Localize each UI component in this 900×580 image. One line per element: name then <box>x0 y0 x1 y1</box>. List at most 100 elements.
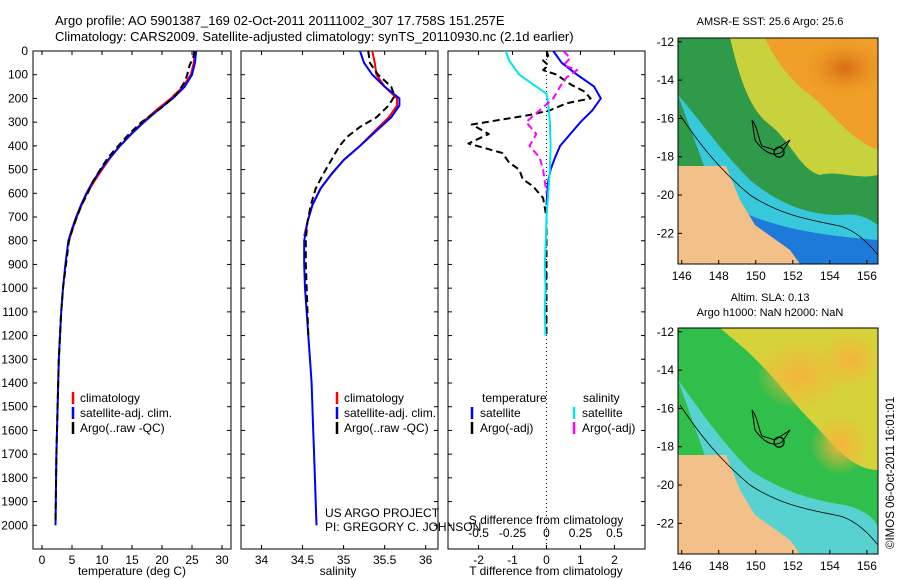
depth-axis: 0 100 200 300 400 500 600 700 800 900 1000 1100 1200… <box>1 44 645 532</box>
x-tick-label: 20 <box>155 553 169 567</box>
temperature-xlabel: temperature (deg C) <box>78 564 186 578</box>
depth-tick-label: 100 <box>8 68 28 82</box>
map-y-tick-label: -22 <box>657 226 675 240</box>
sla-map-ticks: 146 148 150 152 154 156 -12 -14 -16 -18 -20 -22 <box>657 325 878 573</box>
sst-reef-outline <box>751 119 791 155</box>
depth-tick-label: 1300 <box>1 352 28 366</box>
sla-shelf-contour <box>679 404 878 546</box>
x-tick-label: 5 <box>69 553 76 567</box>
s-tick-label: 0.5 <box>606 526 623 540</box>
series-satellite-adj-clim- <box>54 50 198 526</box>
map-y-tick-label: -20 <box>657 478 675 492</box>
series-s-satellite <box>504 50 552 336</box>
map-y-tick-label: -14 <box>657 363 675 377</box>
depth-tick-label: 500 <box>8 163 28 177</box>
x-tick-label: -2 <box>473 553 484 567</box>
sst-map-title: AMSR-E SST: 25.6 Argo: 25.6 <box>697 16 844 28</box>
salinity-plot: 34 34.5 35 35.5 36 <box>255 50 433 567</box>
depth-tick-label: 1800 <box>1 471 28 485</box>
sla-map-title: Altim. SLA: 0.13 <box>731 292 810 304</box>
salinity-xlabel: salinity <box>320 564 357 578</box>
difference-xlabel-s: S difference from climatology <box>469 513 624 527</box>
map-y-tick-label: -20 <box>657 188 675 202</box>
map-x-tick-label: 146 <box>672 559 692 573</box>
temperature-plot: 0 5 10 15 20 25 30 <box>39 50 229 567</box>
sla-high-core-2 <box>820 332 878 388</box>
legend-heading-salinity: salinity <box>583 391 620 405</box>
legend-label-climatology: climatology <box>80 391 140 405</box>
x-tick-label: -1 <box>507 553 518 567</box>
difference-plot: -2 -1 0 1 2 -0.5 -0.25 0 0.25 0.5 <box>467 50 623 567</box>
sst-map-ticks: 146 148 150 152 154 156 -12 -14 -16 -18 -20 -22 <box>657 35 878 283</box>
s-tick-label: -0.25 <box>499 526 527 540</box>
map-x-tick-label: 154 <box>820 559 840 573</box>
series-s-argo-adj- <box>525 50 579 194</box>
series-climatology <box>303 50 398 237</box>
map-x-tick-label: 154 <box>820 269 840 283</box>
map-y-tick-label: -22 <box>657 516 675 530</box>
x-tick-label: 30 <box>215 553 229 567</box>
x-tick-label: 2 <box>611 553 618 567</box>
series-satellite-adj-clim- <box>303 50 401 526</box>
legend-label-t-satellite: satellite <box>480 406 521 420</box>
legend-label-t-argo: Argo(-adj) <box>480 421 533 435</box>
legend-label-argo: Argo(..raw -QC) <box>80 421 165 435</box>
legend-label-climatology: climatology <box>344 391 404 405</box>
x-tick-label: 35.5 <box>373 553 397 567</box>
map-y-tick-label: -16 <box>657 111 675 125</box>
x-tick-label: 0 <box>39 553 46 567</box>
depth-tick-label: 1000 <box>1 281 28 295</box>
map-x-tick-label: 152 <box>783 269 803 283</box>
temperature-legend: climatology satellite-adj. clim. Argo(..… <box>71 391 172 435</box>
depth-tick-label: 1900 <box>1 495 28 509</box>
s-tick-label: 0 <box>543 526 550 540</box>
salinity-axes <box>240 50 439 550</box>
series-climatology <box>68 50 196 241</box>
map-x-tick-label: 150 <box>746 269 766 283</box>
series-argo-raw-qc- <box>304 50 396 336</box>
depth-tick-label: 800 <box>8 234 28 248</box>
s-tick-label: -0.5 <box>468 526 489 540</box>
depth-tick-label: 1500 <box>1 400 28 414</box>
difference-xlabel-t: T difference from climatology <box>469 564 623 578</box>
sla-map-subtitle: Argo h1000: NaN h2000: NaN <box>697 307 844 319</box>
s-tick-label: 0.25 <box>569 526 593 540</box>
map-x-tick-label: 148 <box>709 269 729 283</box>
legend-label-argo: Argo(..raw -QC) <box>344 421 429 435</box>
x-tick-label: 35 <box>337 553 351 567</box>
salinity-legend: climatology satellite-adj. clim. Argo(..… <box>335 391 436 435</box>
depth-tick-label: 0 <box>21 44 28 58</box>
depth-tick-label: 600 <box>8 186 28 200</box>
x-tick-label: 36 <box>419 553 433 567</box>
x-tick-label: 15 <box>125 553 139 567</box>
depth-tick-label: 700 <box>8 210 28 224</box>
series-t-argo-adj- <box>467 50 592 336</box>
legend-heading-temperature: temperature <box>482 391 547 405</box>
map-y-tick-label: -12 <box>657 35 675 49</box>
sst-hot-core <box>797 38 878 102</box>
depth-tick-label: 2000 <box>1 518 28 532</box>
legend-label-satellite: satellite-adj. clim. <box>80 406 172 420</box>
x-tick-label: 34 <box>255 553 269 567</box>
x-tick-label: 0 <box>543 553 550 567</box>
map-x-tick-label: 156 <box>857 559 877 573</box>
legend-label-s-argo: Argo(-adj) <box>582 421 635 435</box>
legend-label-s-satellite: satellite <box>582 406 623 420</box>
sst-map-frame <box>677 37 879 265</box>
sla-argo-marker <box>773 436 785 448</box>
depth-tick-label: 300 <box>8 115 28 129</box>
map-y-tick-label: -16 <box>657 401 675 415</box>
map-y-tick-label: -12 <box>657 325 675 339</box>
depth-tick-label: 900 <box>8 257 28 271</box>
sst-map: AMSR-E SST: 25.6 Argo: 25.6 146 148 150 152… <box>657 16 879 283</box>
map-x-tick-label: 152 <box>783 559 803 573</box>
depth-tick-label: 1600 <box>1 423 28 437</box>
x-tick-label: 10 <box>95 553 109 567</box>
credit-pi: PI: GREGORY C. JOHNSON <box>325 520 481 534</box>
map-y-tick-label: -14 <box>657 73 675 87</box>
map-x-tick-label: 148 <box>709 559 729 573</box>
difference-legend: temperature satellite Argo(-adj) salinit… <box>470 391 635 435</box>
sla-reef-outline <box>751 409 791 445</box>
sla-high-core-3 <box>810 415 870 475</box>
